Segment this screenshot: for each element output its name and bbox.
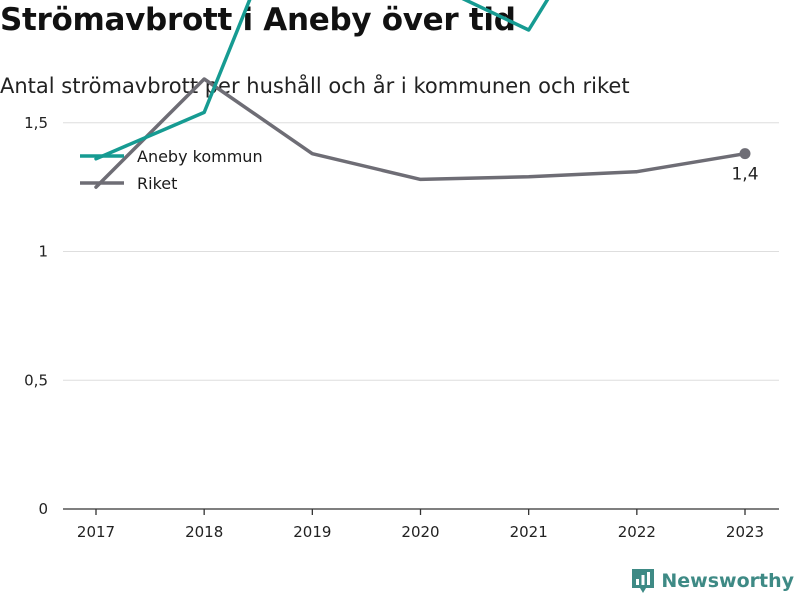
- y-tick-label: 1: [38, 243, 48, 261]
- x-tick-label: 2020: [401, 523, 439, 541]
- x-tick-label: 2017: [77, 523, 115, 541]
- end-point-riket: [739, 148, 751, 160]
- x-tick-label: 2019: [293, 523, 331, 541]
- x-tick-label: 2023: [726, 523, 764, 541]
- legend-label-riket: Riket: [137, 174, 177, 193]
- end-value-label-riket: 1,4: [731, 165, 758, 185]
- series-line-aneby-kommun: [94, 0, 550, 161]
- y-tick-label: 0,5: [24, 371, 48, 389]
- y-tick-label: 1,5: [24, 114, 48, 132]
- y-tick-label: 2: [38, 0, 48, 3]
- newsworthy-logo-icon: [632, 569, 655, 593]
- series-line-riket: [94, 77, 747, 189]
- chart-title: Strömavbrott i Aneby över tid: [0, 2, 516, 38]
- chart-subtitle: Antal strömavbrott per hushåll och år i …: [0, 74, 630, 98]
- x-tick-label: 2022: [618, 523, 656, 541]
- y-tick-label: 0: [38, 500, 48, 518]
- legend-label-aneby-kommun: Aneby kommun: [137, 147, 263, 166]
- legend: Aneby kommun Riket: [80, 147, 263, 193]
- x-tick-label: 2021: [510, 523, 548, 541]
- newsworthy-logo-text: Newsworthy: [661, 570, 794, 592]
- x-tick-label: 2018: [185, 523, 223, 541]
- newsworthy-logo: Newsworthy: [631, 568, 794, 594]
- series-lines: 1,42,6: [94, 0, 759, 189]
